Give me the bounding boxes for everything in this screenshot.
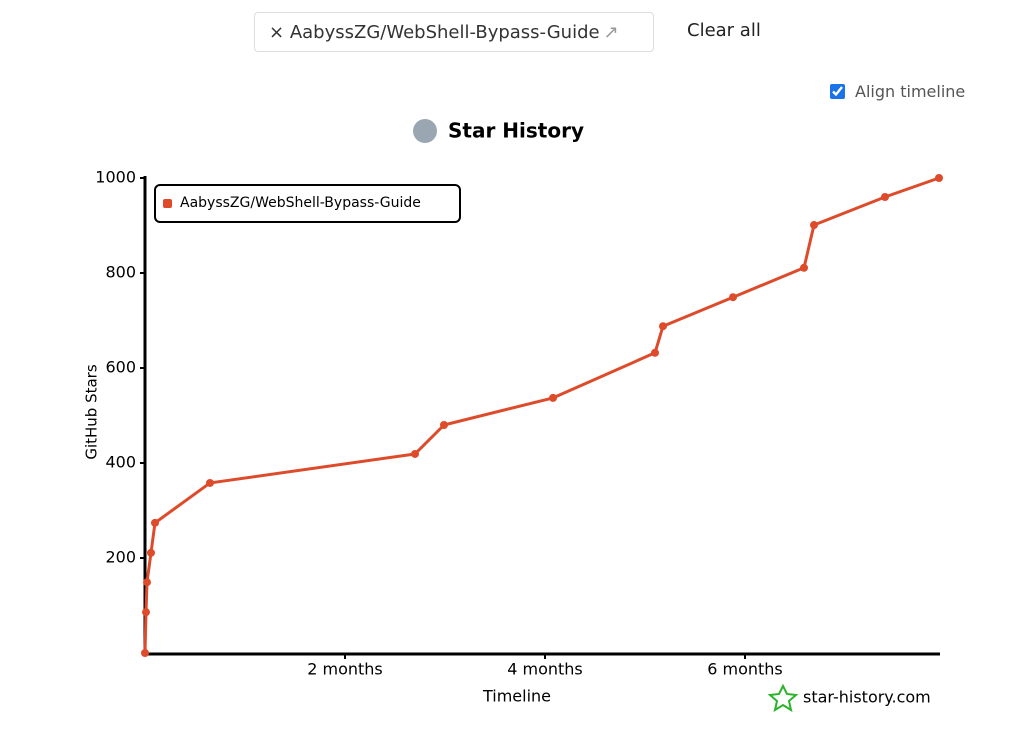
x-tick-label: 6 months (707, 660, 783, 679)
data-point (935, 174, 943, 182)
data-point (549, 393, 557, 402)
clear-all[interactable]: Clear all (687, 20, 761, 41)
repo-name: AabyssZG/WebShell-Bypass-Guide (289, 21, 600, 43)
link-icon[interactable]: ↗ (603, 21, 619, 43)
data-point (440, 421, 448, 429)
data-point (881, 193, 889, 201)
series-line (143, 176, 940, 654)
remove-icon[interactable]: × (269, 21, 290, 43)
data-point (147, 548, 155, 557)
legend-box (154, 184, 461, 223)
data-point (659, 322, 667, 331)
x-axis-label: Timeline (482, 687, 551, 706)
data-point (651, 348, 659, 357)
watermark-icon (767, 683, 799, 713)
data-point (141, 649, 149, 657)
y-tick-label: 400 (105, 453, 136, 472)
data-point (810, 221, 818, 230)
data-point (411, 449, 419, 458)
logo (413, 119, 437, 143)
y-tick-label: 800 (105, 263, 136, 282)
watermark: star-history.com (803, 688, 931, 707)
align-timeline[interactable]: Align timeline (830, 82, 965, 101)
legend-label: AabyssZG/WebShell-Bypass-Guide (180, 195, 421, 211)
align-label: Align timeline (855, 82, 966, 101)
data-point (142, 608, 150, 617)
y-tick-label: 600 (105, 358, 136, 377)
checkbox[interactable] (830, 84, 845, 99)
data-point (151, 518, 159, 527)
chart-title: Star History (448, 119, 584, 143)
legend-swatch (163, 199, 172, 208)
x-tick-label: 2 months (307, 660, 383, 679)
data-point (800, 263, 808, 272)
data-point (206, 478, 214, 487)
y-axis-label: GitHub Stars (83, 364, 101, 460)
x-tick-label: 4 months (507, 660, 583, 679)
y-tick-label: 200 (105, 548, 136, 567)
y-tick-label: 1000 (95, 168, 136, 187)
data-point (729, 293, 737, 302)
data-point (143, 578, 151, 587)
repo-chip[interactable]: × AabyssZG/WebShell-Bypass-Guide ↗ (254, 12, 654, 52)
